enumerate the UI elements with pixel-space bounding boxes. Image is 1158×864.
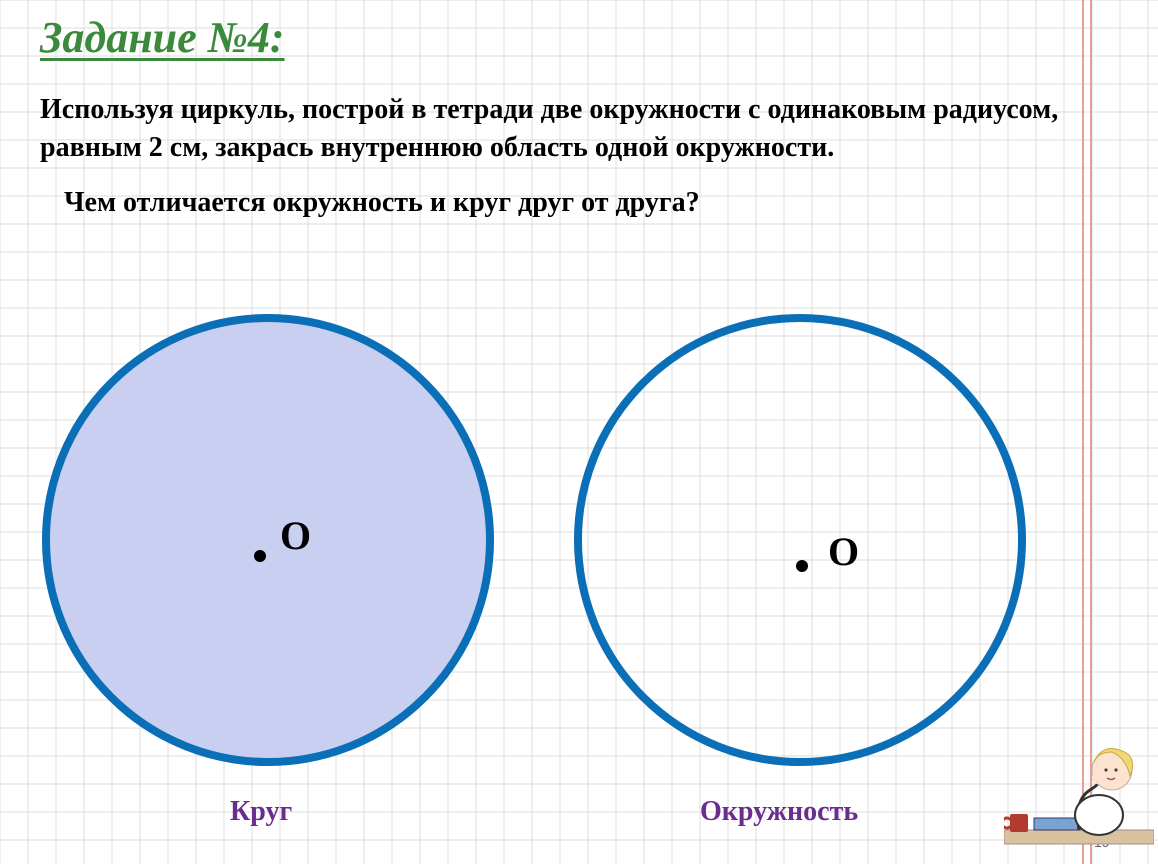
task-question: Чем отличается окружность и круг друг от… [40, 187, 1118, 219]
task-title: Задание №4: [40, 12, 1118, 63]
task-instruction: Используя циркуль, построй в тетради две… [40, 91, 1118, 167]
student-clipart [1004, 710, 1154, 860]
